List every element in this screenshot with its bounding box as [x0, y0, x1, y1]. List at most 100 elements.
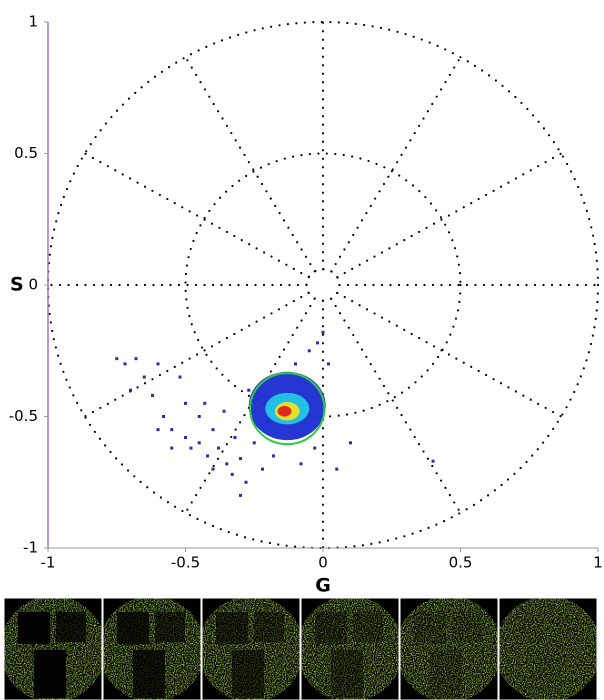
scatter-point: [307, 349, 311, 353]
scatter-point: [217, 446, 220, 450]
polar-grid-spoke: [184, 56, 316, 273]
dark-region: [34, 650, 66, 698]
scatter-point: [142, 375, 146, 379]
scatter-point: [316, 341, 319, 345]
dark-region: [117, 612, 149, 644]
scatter-point: [313, 446, 317, 450]
thumbnail-noise: [499, 598, 597, 700]
thumbnail-border: [3, 597, 103, 700]
dark-region: [216, 612, 248, 644]
x-tick-label: -1: [41, 554, 56, 572]
scatter-point: [225, 462, 229, 466]
dark-region: [155, 612, 185, 642]
scatter-point: [170, 446, 174, 450]
polar-grid-circle: [305, 268, 341, 302]
y-tick-label: -0.5: [9, 407, 38, 425]
scatter-point: [178, 375, 182, 379]
dark-region: [254, 612, 284, 642]
dark-region: [430, 650, 462, 698]
thumbnail-border: [201, 597, 301, 700]
y-axis-title: S: [10, 274, 24, 296]
scatter-point: [170, 428, 174, 432]
polar-grid-spoke: [83, 291, 310, 418]
scatter-point: [211, 428, 215, 432]
scatter-point: [299, 462, 303, 466]
thumbnail-border: [102, 597, 202, 700]
x-tick-label: 0.5: [449, 554, 473, 572]
dark-region: [353, 612, 383, 642]
scatter-point: [431, 459, 435, 463]
thumbnail-noise: [301, 598, 399, 700]
scatter-point: [197, 415, 201, 418]
thumbnail: [102, 597, 202, 700]
y-tick-label: 1: [28, 13, 38, 31]
dark-region: [331, 650, 363, 698]
thumbnail: [300, 597, 400, 700]
thumbnail: [498, 597, 598, 700]
scatter-point: [294, 362, 297, 366]
polar-grid-spoke: [330, 297, 462, 514]
scatter-point: [189, 446, 193, 450]
y-tick-label: 0: [28, 276, 38, 294]
thumbnail-strip: [3, 597, 598, 700]
scatter-point: [349, 441, 352, 445]
dark-region: [133, 650, 165, 698]
polar-grid-spoke: [83, 152, 310, 279]
x-tick-label: 0: [318, 554, 328, 572]
scatter-point: [197, 441, 201, 445]
scatter-point: [261, 467, 264, 471]
scatter-point: [184, 401, 187, 405]
scatter-point: [252, 441, 256, 445]
thumbnail: [201, 597, 301, 700]
scatter-point: [211, 467, 215, 471]
dark-region: [315, 612, 347, 644]
dark-region: [56, 612, 86, 642]
scatter-point: [321, 330, 325, 334]
dark-region: [18, 612, 50, 644]
polar-grid-spoke: [184, 297, 316, 514]
polar-grid-circle: [46, 20, 600, 550]
dark-region: [551, 612, 581, 642]
scatter-point: [203, 401, 207, 405]
x-axis-title: G: [315, 575, 331, 597]
plot-area: -1 -0.5 0 0.5 1 -1 -0.5 0 0.5 1: [9, 13, 603, 572]
x-tick-label: -0.5: [171, 554, 200, 572]
scatter-point: [233, 436, 237, 440]
x-tick-label: 1: [593, 554, 603, 572]
dark-region: [529, 650, 561, 698]
thumbnail-border: [399, 597, 499, 700]
dark-region: [513, 612, 545, 644]
scatter-point: [327, 362, 330, 366]
scatter-point: [222, 409, 226, 413]
scatter-point: [156, 428, 160, 432]
scatter-point: [206, 454, 209, 458]
polar-grid-spoke: [336, 291, 563, 418]
roi-circle: [249, 372, 326, 446]
scatter-point: [335, 467, 339, 471]
scatter-point: [129, 388, 132, 392]
polar-grid-spoke: [336, 152, 563, 279]
scatter-point: [247, 388, 251, 392]
scatter-point: [244, 480, 248, 484]
thumbnail-border: [300, 597, 400, 700]
scatter-point: [151, 393, 154, 397]
y-tick-label: -1: [23, 539, 38, 557]
scatter-point: [115, 357, 119, 361]
scatter-point: [239, 493, 242, 497]
scatter-point: [184, 436, 187, 440]
dark-region: [414, 612, 446, 644]
scatter-point: [272, 454, 275, 458]
dark-region: [232, 650, 264, 698]
thumbnail: [3, 597, 103, 700]
scatter-point: [134, 357, 138, 361]
scatter-point: [162, 415, 165, 418]
density-level: [277, 405, 292, 417]
scatter-point: [230, 472, 234, 476]
thumbnail: [399, 597, 499, 700]
thumbnail-noise: [400, 598, 498, 700]
polar-grid-spoke: [330, 56, 462, 273]
y-tick-label: 0.5: [14, 144, 38, 162]
dark-region: [452, 612, 482, 642]
